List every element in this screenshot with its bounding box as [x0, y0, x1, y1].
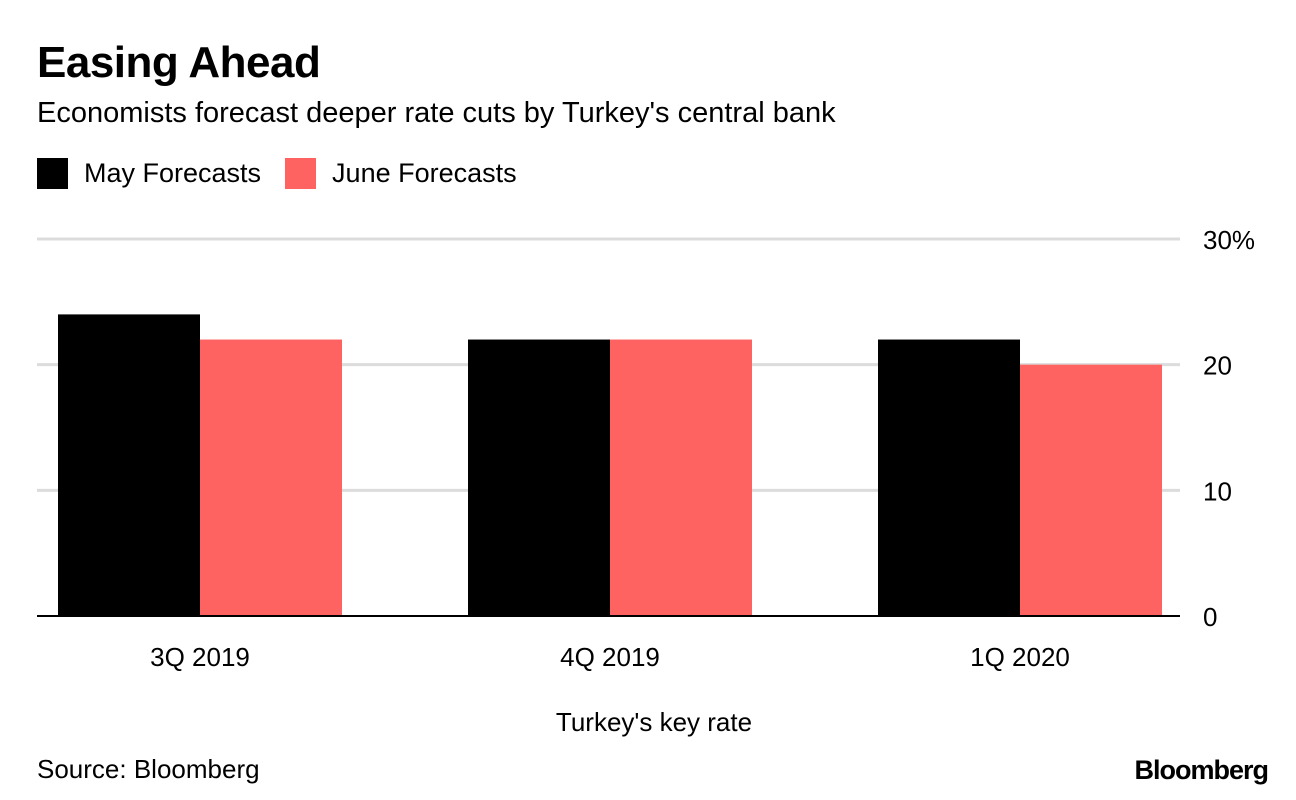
y-tick-label: 20 [1203, 351, 1232, 381]
bar-june [200, 339, 342, 616]
y-tick-label: 30% [1203, 225, 1255, 255]
legend-label-may: May Forecasts [84, 158, 262, 188]
y-tick-label: 0 [1203, 602, 1217, 632]
legend-label-june: June Forecasts [332, 158, 517, 188]
bar-may [468, 339, 610, 616]
legend: May Forecasts June Forecasts [37, 158, 541, 189]
bar-may [878, 339, 1020, 616]
bar-june [610, 339, 752, 616]
legend-item-may: May Forecasts [37, 158, 261, 189]
bloomberg-logo: Bloomberg [1134, 755, 1269, 785]
bar-june [1020, 364, 1162, 616]
bar-may [58, 314, 200, 616]
legend-item-june: June Forecasts [285, 158, 517, 189]
legend-swatch-may [37, 158, 68, 189]
x-tick-label: 1Q 2020 [970, 642, 1070, 672]
y-tick-label: 10 [1203, 476, 1232, 506]
x-tick-label: 3Q 2019 [150, 642, 250, 672]
chart-subtitle: Economists forecast deeper rate cuts by … [37, 97, 836, 129]
source-note: Source: Bloomberg [37, 754, 260, 784]
legend-swatch-june [285, 158, 317, 189]
x-axis-label: Turkey's key rate [556, 707, 752, 737]
x-tick-label: 4Q 2019 [560, 642, 660, 672]
chart-title: Easing Ahead [37, 38, 321, 87]
